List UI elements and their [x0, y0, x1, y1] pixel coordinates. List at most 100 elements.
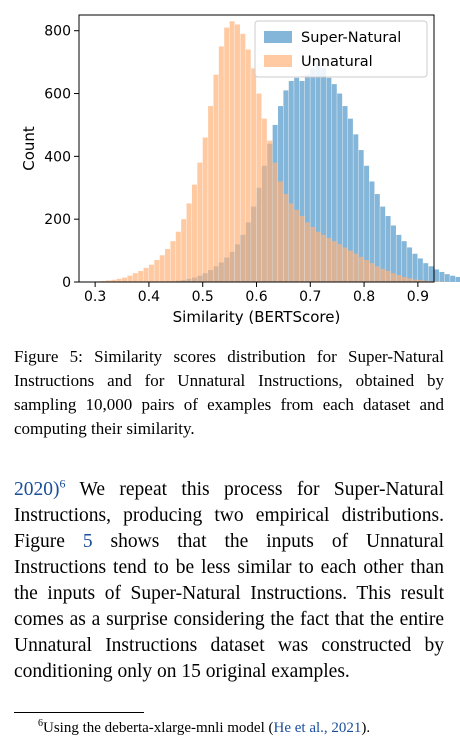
histogram-bar — [444, 274, 450, 282]
y-axis-label: Count — [20, 126, 38, 171]
histogram-bar — [353, 134, 359, 282]
x-tick-label: 0.6 — [245, 289, 267, 305]
citation-year[interactable]: 2020) — [14, 479, 60, 500]
histogram-bar — [224, 27, 230, 283]
histogram-bar — [181, 219, 187, 282]
histogram-bar — [122, 277, 128, 282]
histogram-bar — [358, 150, 364, 282]
histogram-bar — [396, 275, 402, 282]
histogram-bar — [380, 268, 386, 282]
histogram-bar — [304, 222, 310, 282]
histogram-bar — [331, 241, 337, 282]
body-paragraph: 2020)6 We repeat this process for Super-… — [14, 477, 444, 685]
histogram-bar — [390, 273, 396, 282]
histogram-bar — [304, 74, 310, 283]
histogram-bar — [401, 241, 407, 282]
histogram-bar — [299, 80, 305, 282]
histogram-bar — [234, 24, 240, 283]
histogram-bar — [283, 90, 289, 282]
series-unnatural — [95, 21, 450, 283]
histogram-bar — [310, 227, 316, 282]
histogram-bar — [191, 184, 197, 282]
histogram-bar — [251, 68, 257, 283]
histogram-bar — [218, 46, 224, 282]
histogram-bar — [337, 93, 343, 282]
histogram-bar — [127, 275, 133, 282]
footnote-citation[interactable]: He et al., 2021 — [273, 720, 362, 736]
footnote-text: Using the deberta-xlarge-mnli model ( — [43, 720, 274, 736]
histogram-bar — [288, 80, 294, 282]
histogram-bar — [423, 263, 429, 282]
histogram-bar — [342, 247, 348, 282]
histogram-bar — [401, 276, 407, 282]
y-tick-label: 400 — [44, 149, 71, 165]
histogram-bar — [272, 162, 278, 282]
histogram-bar — [116, 278, 122, 282]
x-tick-label: 0.7 — [299, 289, 321, 305]
paragraph-text-2: shows that the inputs of Unnatural Instr… — [14, 531, 444, 682]
histogram-bar — [299, 216, 305, 282]
legend-label: Super-Natural — [301, 30, 401, 46]
histogram-bar — [170, 241, 176, 282]
histogram-bar — [385, 271, 391, 282]
footnote-mark: 6 — [38, 718, 43, 729]
histogram-bar — [369, 263, 375, 282]
histogram-bar — [434, 269, 439, 282]
histogram-bar — [412, 279, 418, 282]
histogram-bar — [380, 206, 386, 282]
histogram-bar — [159, 255, 165, 282]
histogram-bar — [245, 49, 251, 282]
histogram-bar — [240, 33, 246, 282]
histogram-bar — [385, 216, 391, 282]
histogram-bar — [213, 74, 219, 283]
histogram-bar — [347, 250, 353, 282]
legend-label: Unnatural — [301, 54, 373, 70]
y-tick-label: 600 — [44, 87, 71, 103]
y-tick-label: 800 — [44, 24, 71, 40]
histogram-bar — [294, 77, 300, 282]
x-axis-label: Similarity (BERTScore) — [173, 308, 341, 326]
histogram-bar — [331, 84, 337, 282]
histogram-bar — [390, 225, 396, 282]
histogram-bar — [105, 280, 111, 282]
histogram-bar — [342, 106, 348, 282]
histogram-bar — [439, 271, 445, 282]
x-tick-label: 0.3 — [84, 289, 106, 305]
histogram-bar — [326, 238, 332, 282]
histogram-bar — [165, 249, 171, 282]
x-tick-label: 0.8 — [353, 289, 375, 305]
histogram-bar — [315, 231, 321, 282]
footnote-divider — [14, 712, 144, 713]
legend-box — [254, 20, 428, 78]
legend-swatch — [264, 31, 292, 43]
histogram-bar — [267, 140, 273, 282]
histogram-bar — [315, 62, 321, 282]
histogram-bar — [256, 93, 262, 282]
histogram-bar — [374, 194, 380, 282]
figure-ref-link[interactable]: 5 — [82, 531, 93, 552]
footnote-ref[interactable]: 6 — [59, 476, 66, 491]
histogram-bar — [434, 281, 439, 282]
histogram-bar — [208, 106, 214, 282]
histogram-bar — [450, 275, 456, 282]
y-tick-label: 0 — [62, 275, 71, 291]
histogram-bar — [261, 118, 267, 283]
histogram-bar — [337, 244, 343, 282]
histogram-bar — [423, 280, 429, 282]
histogram-bar — [364, 165, 370, 282]
histogram-bar — [321, 234, 327, 282]
histogram-bar — [326, 77, 332, 282]
footnote-text-end: ). — [361, 720, 371, 736]
histogram-bar — [455, 276, 460, 282]
histogram-bar — [353, 253, 359, 282]
y-tick-label: 200 — [44, 212, 71, 228]
histogram-bar — [278, 181, 283, 282]
figure-caption: Figure 5: Similarity scores distribution… — [14, 347, 444, 438]
histogram-bar — [154, 260, 160, 282]
x-tick-label: 0.5 — [192, 289, 214, 305]
x-tick-label: 0.9 — [407, 289, 429, 305]
histogram-bar — [288, 203, 294, 282]
histogram-bar — [138, 271, 144, 282]
histogram-bar — [202, 137, 208, 282]
histogram-figure: 0.3 0.4 0.5 0.6 0.7 0.8 0.9 0 200 400 600 800 Simila… — [0, 0, 460, 330]
